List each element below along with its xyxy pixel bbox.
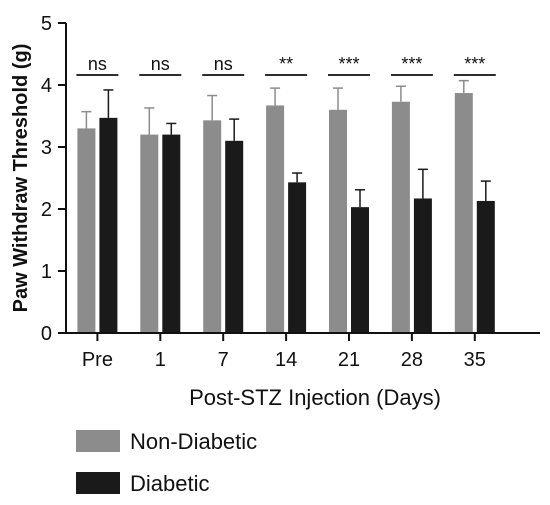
significance-label-21: *** [338, 54, 359, 74]
x-tick-label-35: 35 [464, 349, 486, 371]
significance-label-1: ns [151, 54, 170, 74]
bar-diabetic-7 [225, 140, 244, 333]
y-tick-label-5: 5 [41, 13, 52, 35]
bar-non-diabetic-1 [140, 134, 159, 333]
bar-non-diabetic-28 [391, 101, 410, 334]
bar-diabetic-14 [288, 182, 307, 333]
significance-label-35: *** [464, 54, 485, 74]
x-tick-label-Pre: Pre [82, 349, 113, 371]
y-tick-label-0: 0 [41, 323, 52, 345]
chart-marks: ns ns ns ** *** *** *** [76, 54, 496, 334]
bar-diabetic-Pre [99, 117, 118, 333]
bar-non-diabetic-7 [203, 120, 222, 333]
x-tick-label-21: 21 [338, 349, 360, 371]
bar-diabetic-35 [476, 200, 495, 333]
y-axis-title: Paw Withdraw Threshold (g) [10, 44, 32, 313]
y-tick-label-4: 4 [41, 75, 52, 97]
legend-label-non-diabetic: Non-Diabetic [130, 429, 257, 454]
y-tick-label-1: 1 [41, 261, 52, 283]
legend: Non-Diabetic Diabetic [76, 429, 257, 496]
bar-non-diabetic-35 [454, 93, 473, 333]
legend-swatch-non-diabetic [76, 430, 120, 452]
bar-diabetic-21 [351, 207, 369, 333]
bar-non-diabetic-21 [329, 109, 347, 333]
bar-diabetic-28 [413, 198, 432, 333]
x-tick-label-28: 28 [401, 349, 423, 371]
legend-label-diabetic: Diabetic [130, 471, 209, 496]
y-tick-label-2: 2 [41, 199, 52, 221]
bar-non-diabetic-Pre [77, 128, 96, 333]
significance-label-14: ** [279, 54, 293, 74]
x-tick-label-7: 7 [218, 349, 229, 371]
bar-diabetic-1 [162, 134, 181, 333]
bar-non-diabetic-14 [266, 105, 285, 334]
significance-label-Pre: ns [88, 54, 107, 74]
x-tick-label-1: 1 [155, 349, 166, 371]
y-tick-label-3: 3 [41, 137, 52, 159]
significance-label-7: ns [214, 54, 233, 74]
x-tick-label-14: 14 [275, 349, 297, 371]
legend-swatch-diabetic [76, 472, 120, 494]
chart-axes: 0 1 2 3 4 5 Pre 1 7 14 21 28 35 [41, 13, 540, 371]
significance-label-28: *** [401, 54, 422, 74]
x-axis-title: Post-STZ Injection (Days) [189, 385, 441, 410]
